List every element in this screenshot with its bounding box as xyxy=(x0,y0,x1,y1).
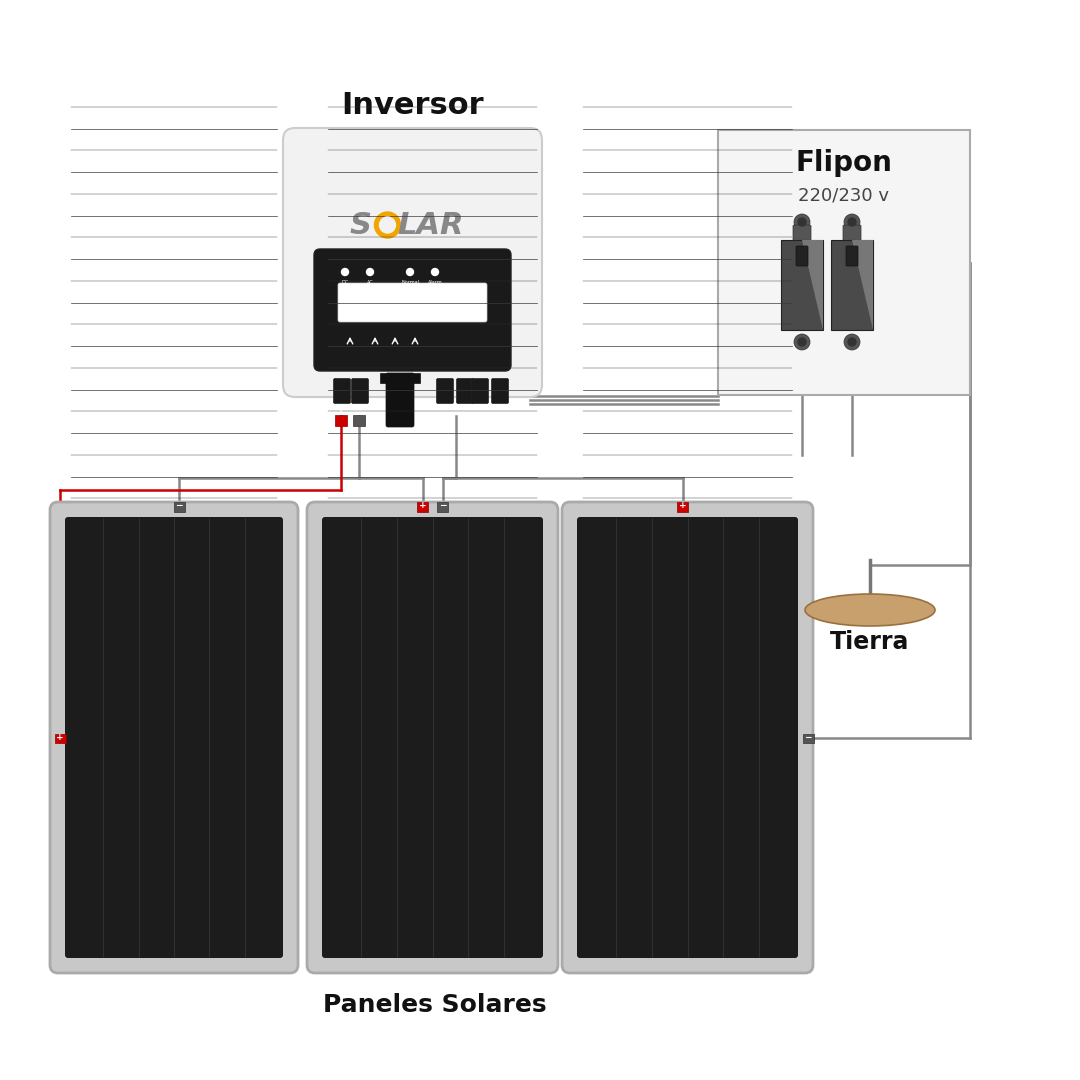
FancyBboxPatch shape xyxy=(386,373,414,427)
Text: Tierra: Tierra xyxy=(831,630,909,654)
Text: −: − xyxy=(438,501,446,511)
FancyBboxPatch shape xyxy=(322,517,543,958)
FancyBboxPatch shape xyxy=(562,502,813,973)
Text: −: − xyxy=(355,405,363,415)
Polygon shape xyxy=(802,240,823,330)
Circle shape xyxy=(341,269,349,275)
FancyBboxPatch shape xyxy=(314,249,511,372)
Circle shape xyxy=(794,334,810,350)
Text: +: + xyxy=(419,501,427,511)
FancyBboxPatch shape xyxy=(50,502,298,973)
Text: −: − xyxy=(175,501,183,511)
Circle shape xyxy=(798,338,806,346)
FancyBboxPatch shape xyxy=(718,130,970,395)
FancyBboxPatch shape xyxy=(65,517,283,958)
Ellipse shape xyxy=(805,594,935,626)
FancyBboxPatch shape xyxy=(54,733,66,743)
Text: Inversor: Inversor xyxy=(341,91,484,120)
FancyBboxPatch shape xyxy=(472,378,488,404)
FancyBboxPatch shape xyxy=(174,502,185,512)
FancyBboxPatch shape xyxy=(338,283,487,322)
Text: Normal: Normal xyxy=(401,280,419,285)
Circle shape xyxy=(848,338,856,346)
FancyBboxPatch shape xyxy=(457,378,473,404)
FancyBboxPatch shape xyxy=(802,733,813,743)
Circle shape xyxy=(406,269,414,275)
Text: −: − xyxy=(805,733,812,742)
FancyBboxPatch shape xyxy=(353,415,365,426)
Circle shape xyxy=(379,217,395,233)
Text: 220/230 v: 220/230 v xyxy=(798,186,890,204)
Circle shape xyxy=(432,269,438,275)
FancyBboxPatch shape xyxy=(577,517,798,958)
FancyBboxPatch shape xyxy=(283,129,542,397)
FancyBboxPatch shape xyxy=(831,240,873,330)
Text: Paneles Solares: Paneles Solares xyxy=(323,993,546,1017)
Text: DC: DC xyxy=(341,280,349,285)
FancyBboxPatch shape xyxy=(843,225,861,241)
Circle shape xyxy=(848,218,856,226)
Circle shape xyxy=(366,269,374,275)
Circle shape xyxy=(375,212,401,238)
FancyBboxPatch shape xyxy=(437,502,448,512)
Circle shape xyxy=(798,218,806,226)
Text: +: + xyxy=(678,501,686,511)
FancyBboxPatch shape xyxy=(351,378,368,404)
FancyBboxPatch shape xyxy=(335,415,347,426)
Circle shape xyxy=(843,334,860,350)
FancyBboxPatch shape xyxy=(334,378,351,404)
FancyBboxPatch shape xyxy=(417,502,428,512)
FancyBboxPatch shape xyxy=(793,225,811,241)
FancyBboxPatch shape xyxy=(677,502,688,512)
Circle shape xyxy=(794,214,810,230)
Circle shape xyxy=(843,214,860,230)
FancyBboxPatch shape xyxy=(307,502,558,973)
Text: Flipon: Flipon xyxy=(796,149,892,177)
FancyBboxPatch shape xyxy=(491,378,509,404)
FancyBboxPatch shape xyxy=(846,246,858,266)
Text: Alarm: Alarm xyxy=(428,280,443,285)
Text: +: + xyxy=(56,733,64,742)
FancyBboxPatch shape xyxy=(796,246,808,266)
Text: LAR: LAR xyxy=(397,211,463,240)
Text: +: + xyxy=(337,405,346,415)
FancyBboxPatch shape xyxy=(781,240,823,330)
FancyBboxPatch shape xyxy=(436,378,454,404)
Text: S: S xyxy=(350,211,372,240)
Text: AC: AC xyxy=(367,280,374,285)
FancyBboxPatch shape xyxy=(380,373,420,383)
Polygon shape xyxy=(852,240,873,330)
